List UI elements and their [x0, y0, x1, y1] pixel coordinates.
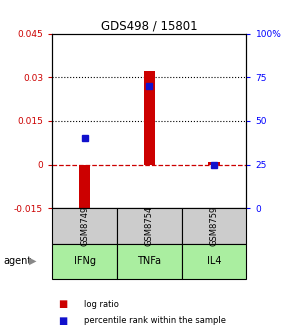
Bar — [117, 244, 182, 279]
Bar — [117, 208, 182, 244]
Bar — [52, 208, 117, 244]
Bar — [182, 244, 246, 279]
Text: ▶: ▶ — [29, 256, 37, 266]
Bar — [144, 72, 155, 165]
Text: ■: ■ — [58, 299, 67, 309]
Text: GSM8754: GSM8754 — [145, 206, 154, 246]
Text: IL4: IL4 — [207, 256, 221, 266]
Text: GSM8759: GSM8759 — [210, 206, 219, 246]
Text: agent: agent — [3, 256, 31, 266]
Bar — [182, 208, 246, 244]
Text: GSM8749: GSM8749 — [80, 206, 89, 246]
Bar — [208, 162, 220, 165]
Text: IFNg: IFNg — [74, 256, 96, 266]
Text: percentile rank within the sample: percentile rank within the sample — [84, 317, 226, 325]
Text: ■: ■ — [58, 316, 67, 326]
Text: TNFa: TNFa — [137, 256, 161, 266]
Bar — [79, 165, 90, 211]
Bar — [52, 244, 117, 279]
Title: GDS498 / 15801: GDS498 / 15801 — [101, 19, 198, 33]
Text: log ratio: log ratio — [84, 300, 119, 308]
